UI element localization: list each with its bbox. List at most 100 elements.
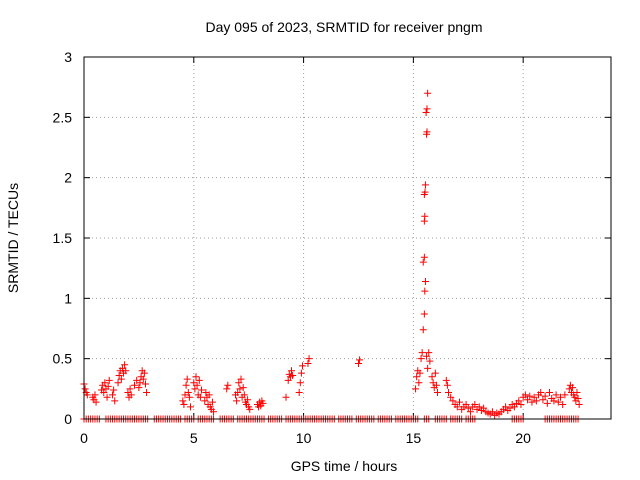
data-point	[183, 375, 191, 383]
data-point	[111, 397, 119, 405]
data-point	[541, 392, 549, 400]
data-point	[442, 376, 450, 384]
data-point	[121, 361, 129, 369]
data-point	[532, 397, 540, 405]
data-point	[418, 349, 426, 357]
data-point	[197, 386, 205, 394]
data-point	[421, 277, 429, 285]
grid-layer	[84, 57, 611, 419]
data-point	[100, 388, 108, 396]
data-point	[552, 391, 560, 399]
data-point	[420, 253, 428, 261]
data-point	[101, 379, 109, 387]
data-point	[305, 355, 313, 363]
x-tick-label: 10	[296, 430, 312, 446]
data-point	[554, 398, 562, 406]
data-point	[140, 369, 148, 377]
data-point	[526, 392, 534, 400]
x-tick-label: 20	[515, 430, 531, 446]
data-point	[471, 401, 479, 409]
data-point	[455, 398, 463, 406]
data-point	[235, 379, 243, 387]
data-point	[432, 381, 440, 389]
data-point	[83, 391, 91, 399]
y-tick-label: 2	[64, 170, 72, 186]
data-point	[421, 212, 429, 220]
data-point	[462, 401, 470, 409]
data-point	[139, 375, 147, 383]
data-point	[182, 381, 190, 389]
data-point	[126, 385, 134, 393]
data-point	[136, 379, 144, 387]
y-tick-label: 3	[64, 49, 72, 65]
data-point	[423, 105, 431, 113]
data-point	[109, 391, 117, 399]
data-point	[524, 396, 532, 404]
y-axis-label: SRMTID / TECUs	[5, 183, 21, 293]
x-tick-label: 5	[190, 430, 198, 446]
data-point	[421, 181, 429, 189]
y-tick-label: 0.5	[53, 351, 73, 367]
data-point	[288, 367, 296, 375]
data-point	[571, 393, 579, 401]
data-point	[449, 397, 457, 405]
data-point	[537, 388, 545, 396]
data-point	[135, 384, 143, 392]
data-point	[447, 393, 455, 401]
data-point	[284, 376, 292, 384]
data-point	[574, 394, 582, 402]
data-point	[502, 403, 510, 411]
data-point	[561, 391, 569, 399]
data-point	[569, 384, 577, 392]
data-point	[210, 408, 218, 416]
data-point	[475, 403, 483, 411]
plot-frame	[83, 56, 612, 420]
data-point	[565, 385, 573, 393]
data-point	[205, 391, 213, 399]
data-point	[556, 393, 564, 401]
data-point	[103, 393, 111, 401]
data-point	[191, 385, 199, 393]
data-points	[80, 89, 583, 423]
data-point	[186, 403, 194, 411]
data-point	[420, 310, 428, 318]
data-point	[421, 188, 429, 196]
data-point	[423, 128, 431, 136]
data-point	[480, 404, 488, 412]
data-point	[415, 379, 423, 387]
data-point	[443, 381, 451, 389]
data-point	[110, 386, 118, 394]
data-point	[530, 393, 538, 401]
data-point	[239, 384, 247, 392]
data-point	[236, 385, 244, 393]
data-point	[425, 349, 433, 357]
data-point	[423, 352, 431, 360]
data-point	[431, 369, 439, 377]
data-point	[550, 397, 558, 405]
data-point	[539, 396, 547, 404]
data-point	[208, 398, 216, 406]
data-point	[573, 388, 581, 396]
data-point	[184, 388, 192, 396]
data-point	[193, 381, 201, 389]
data-point	[282, 393, 290, 401]
data-point	[421, 287, 429, 295]
data-point	[424, 364, 432, 372]
data-point	[506, 404, 514, 412]
data-point	[466, 408, 474, 416]
data-point	[517, 401, 525, 409]
data-point	[434, 388, 442, 396]
data-point	[416, 369, 424, 377]
tick-layer: 0 0.5 1 1.5 2 2.5 3 0 5 10 15 20	[53, 49, 611, 446]
data-point	[515, 397, 523, 405]
data-point	[259, 399, 267, 407]
data-point	[224, 381, 232, 389]
data-point	[233, 397, 241, 405]
data-point	[297, 369, 305, 377]
data-point	[105, 376, 113, 384]
data-point	[122, 367, 130, 375]
data-point	[114, 379, 122, 387]
data-point	[413, 373, 421, 381]
data-point	[419, 326, 427, 334]
